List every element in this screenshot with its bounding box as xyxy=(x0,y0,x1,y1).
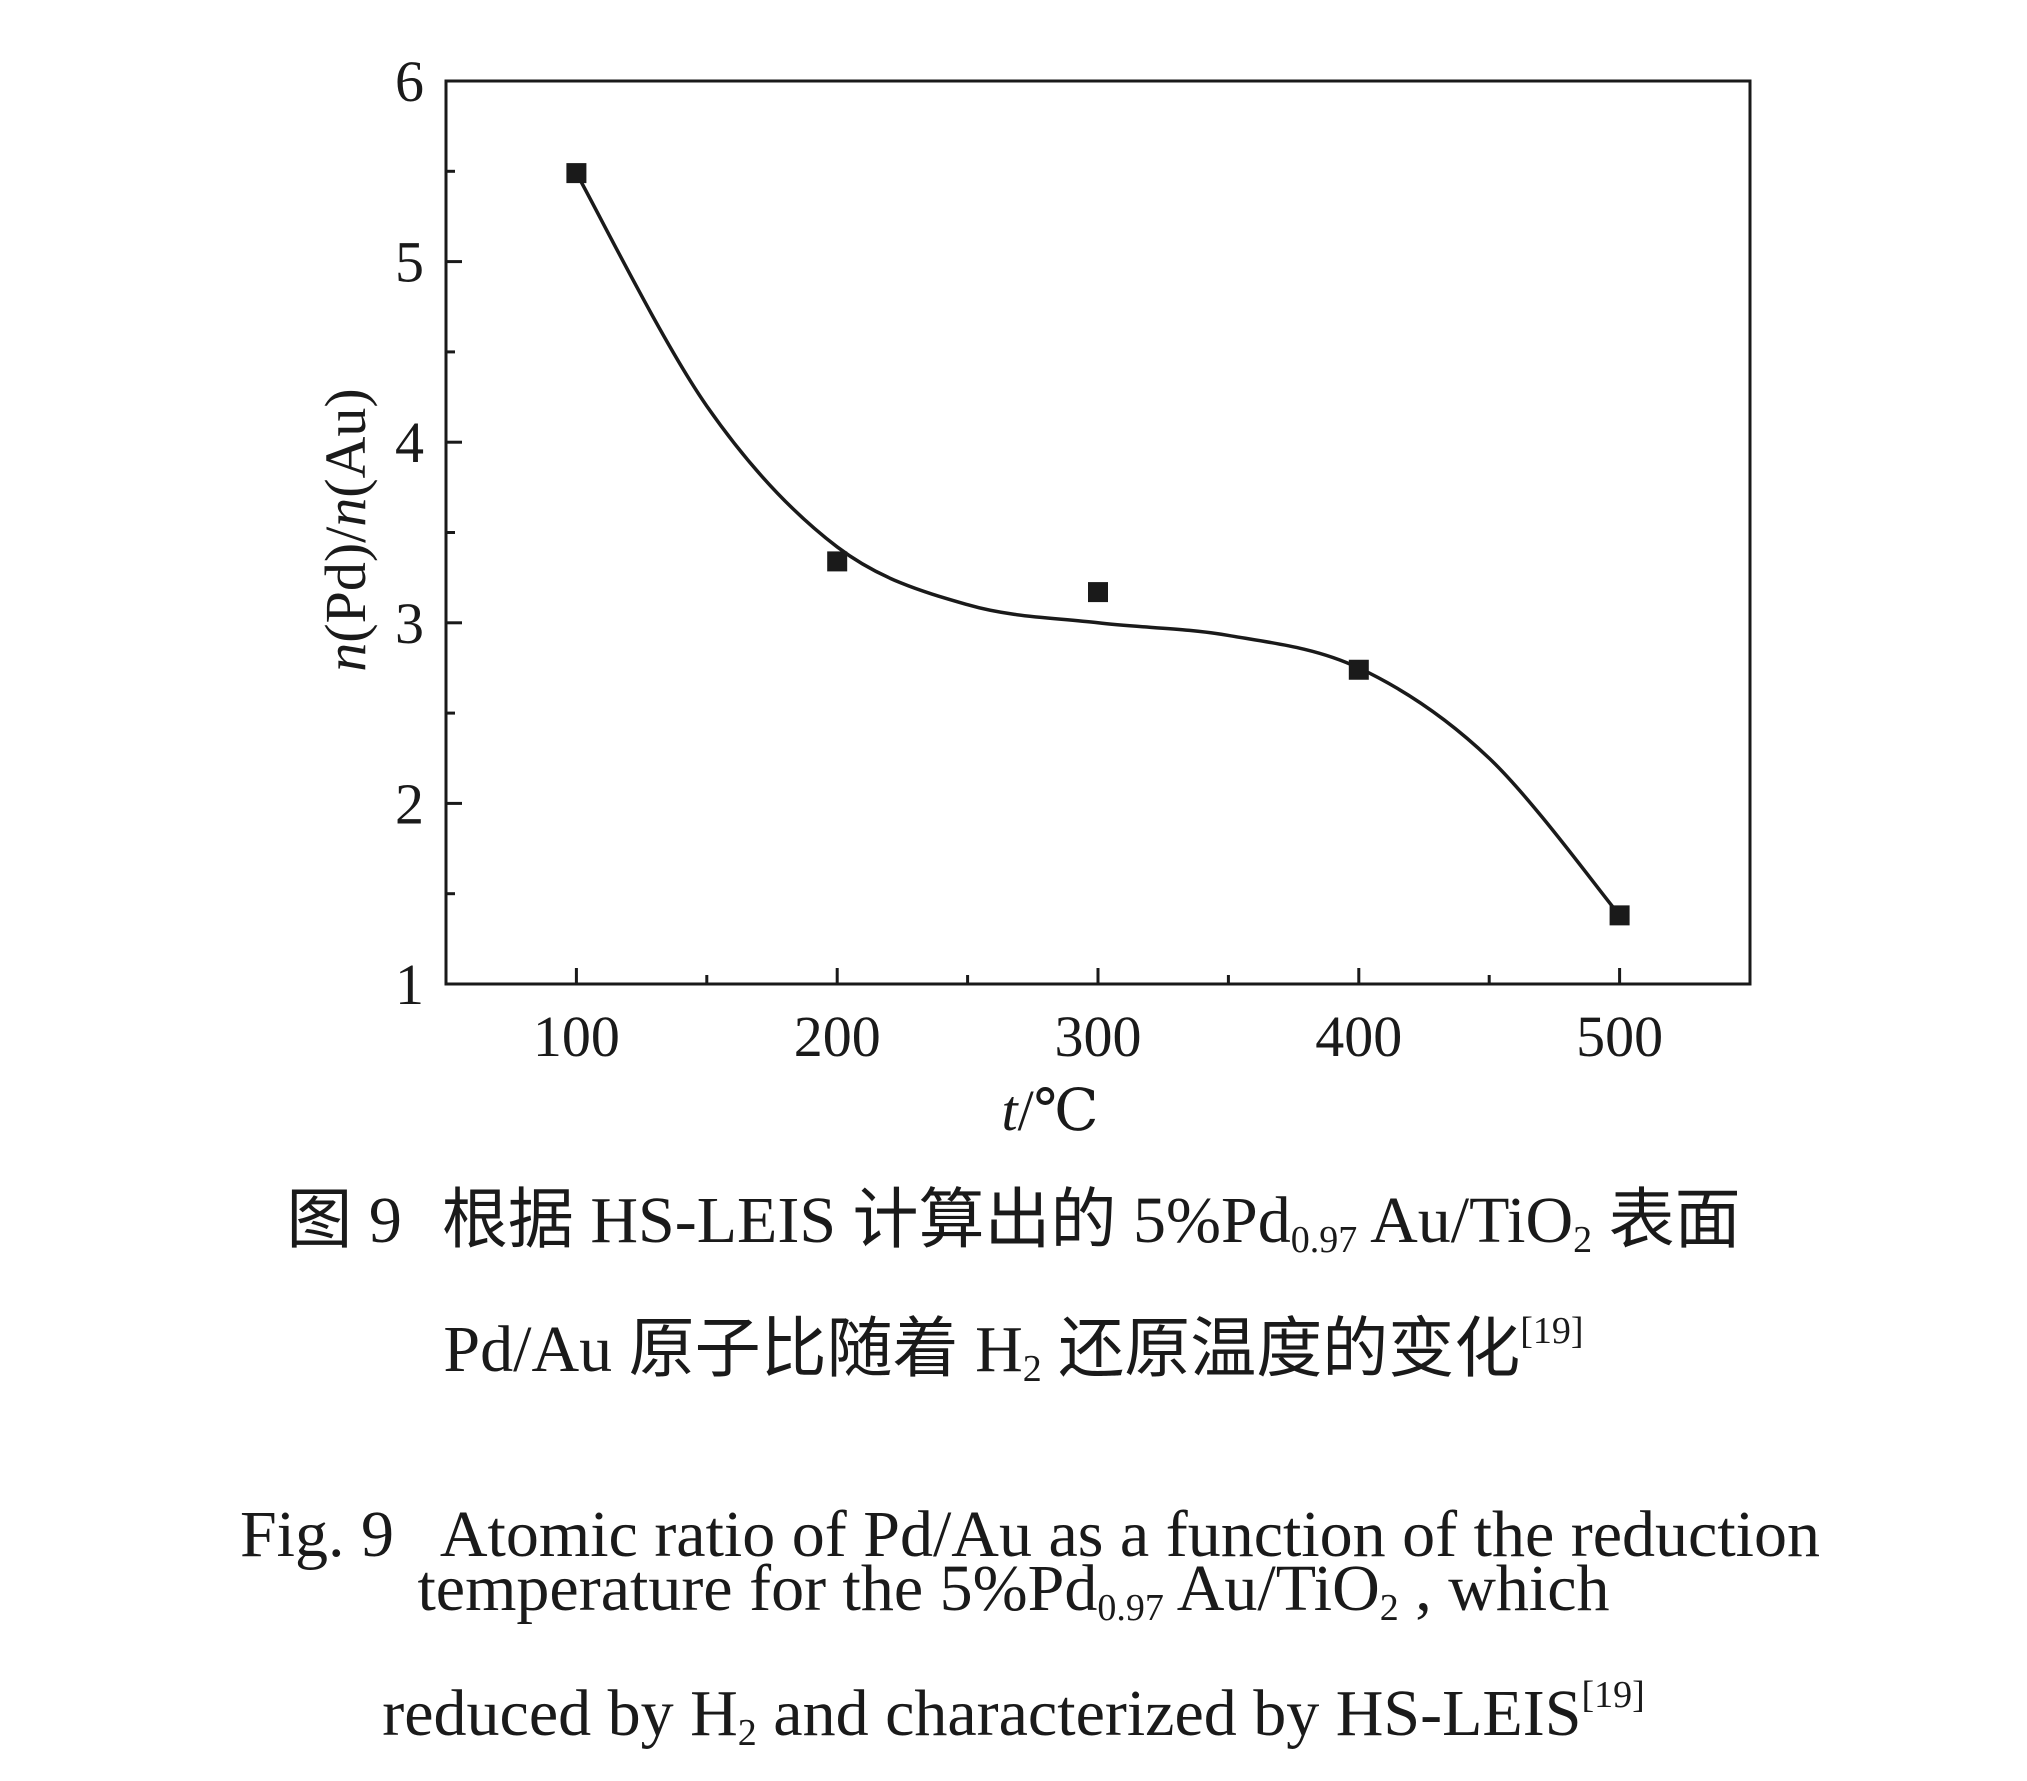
data-point xyxy=(1088,582,1108,603)
caption-en-line3: reduced by H2 and characterized by HS-LE… xyxy=(382,1674,1645,1754)
x-tick-label: 500 xyxy=(1576,1004,1663,1069)
plot-frame xyxy=(444,79,1752,986)
y-axis-label: n(Pd)/n(Au) xyxy=(313,388,378,672)
caption-cn-line2: Pd/Au 原子比随着 H2 还原温度的变化[19] xyxy=(443,1310,1584,1390)
caption-en-line2: temperature for the 5%Pd0.97 Au/TiO2 , w… xyxy=(417,1552,1610,1629)
data-points xyxy=(566,163,1630,926)
y-tick-label: 1 xyxy=(395,952,424,1017)
x-tick-label: 300 xyxy=(1055,1004,1142,1069)
chart: 100 200 300 400 500 1 2 3 4 5 6 n(Pd)/n(Au) t/℃ xyxy=(313,49,1752,1143)
y-tick-label: 6 xyxy=(395,49,424,114)
fit-curve xyxy=(574,172,1621,917)
data-point xyxy=(566,163,587,184)
y-tick-label: 4 xyxy=(395,410,424,475)
x-tick-label: 200 xyxy=(794,1004,881,1069)
data-point xyxy=(1348,659,1369,680)
y-tick-label: 2 xyxy=(395,771,424,836)
y-tick-label: 5 xyxy=(395,230,424,295)
caption-cn-line1: 图 9 根据 HS-LEIS 计算出的 5%Pd0.97 Au/TiO2 表面 xyxy=(286,1184,1741,1261)
x-axis-label: t/℃ xyxy=(1001,1078,1098,1143)
data-point xyxy=(827,551,848,572)
axis-ticks xyxy=(444,79,1622,986)
caption-en-line1: Fig. 9 Atomic ratio of Pd/Au as a functi… xyxy=(239,1498,1821,1571)
x-tick-label: 100 xyxy=(533,1004,620,1069)
data-point xyxy=(1609,905,1630,926)
axis-tick-labels: 100 200 300 400 500 1 2 3 4 5 6 xyxy=(395,49,1663,1069)
y-tick-label: 3 xyxy=(395,591,424,656)
x-tick-label: 400 xyxy=(1315,1004,1402,1069)
